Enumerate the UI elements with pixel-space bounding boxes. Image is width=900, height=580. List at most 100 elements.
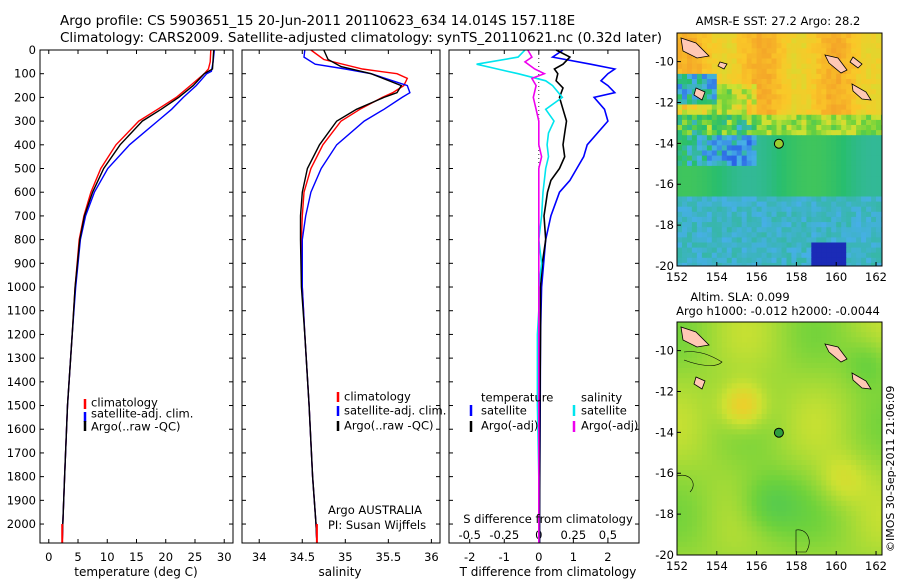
map-cell	[851, 252, 857, 259]
map-cell	[701, 500, 708, 507]
y-tick-label: 600	[14, 185, 36, 199]
map-cell	[716, 332, 723, 338]
map-cell	[781, 140, 788, 146]
map-cell	[751, 43, 758, 49]
map-cell	[796, 352, 802, 359]
map-cell	[731, 63, 738, 70]
map-cell	[796, 252, 802, 259]
map-cell	[776, 332, 783, 338]
map-cell	[856, 541, 862, 548]
map-cell	[846, 408, 852, 415]
map-cell	[856, 33, 862, 39]
map-cell	[776, 378, 783, 384]
map-cell	[741, 257, 748, 264]
map-cell	[731, 160, 738, 167]
map-cell	[761, 257, 768, 264]
map-cell	[851, 500, 857, 507]
map-cell	[731, 490, 738, 497]
map-cell	[756, 352, 763, 359]
map-cell	[806, 337, 812, 343]
map-cell	[677, 439, 683, 446]
map-cell	[701, 227, 708, 233]
map-cell	[856, 460, 862, 466]
map-cell	[831, 454, 837, 461]
map-cell	[776, 38, 783, 44]
map-cell	[841, 119, 847, 126]
map-cell	[816, 557, 822, 563]
map-cell	[691, 500, 698, 507]
map-cell	[786, 196, 793, 203]
map-cell	[761, 145, 768, 152]
map-cell	[721, 160, 728, 167]
map-cell	[871, 145, 877, 152]
map-cell	[771, 150, 778, 157]
map-cell	[761, 531, 768, 538]
map-cell	[836, 227, 842, 233]
map-cell	[761, 211, 768, 218]
map-cell	[682, 546, 688, 553]
map-cell	[721, 398, 728, 405]
map-cell	[856, 135, 862, 141]
map-cell	[711, 68, 718, 75]
map-cell	[691, 237, 698, 244]
map-cell	[776, 342, 783, 349]
map-cell	[856, 357, 862, 364]
map-cell	[831, 79, 837, 85]
map-cell	[726, 237, 733, 244]
map-cell	[677, 424, 683, 430]
map-cell	[801, 145, 807, 152]
map-cell	[766, 393, 773, 400]
map-cell	[836, 104, 842, 111]
map-cell	[856, 160, 862, 167]
map-cell	[806, 38, 812, 44]
map-cell	[866, 465, 872, 471]
map-cell	[696, 414, 703, 420]
map-cell	[801, 48, 807, 54]
map-cell	[856, 347, 862, 354]
map-cell	[836, 475, 842, 481]
map-cell	[866, 181, 872, 187]
map-cell	[756, 403, 763, 410]
map-cell	[811, 94, 817, 100]
map-cell	[846, 135, 852, 141]
map-cell	[687, 352, 693, 359]
map-cell	[746, 99, 753, 106]
map-cell	[677, 485, 683, 492]
map-cell	[736, 541, 743, 548]
map-cell	[871, 475, 877, 481]
map-cell	[726, 403, 733, 410]
map-cell	[786, 408, 793, 415]
map-cell	[876, 114, 882, 121]
map-cell	[821, 490, 827, 497]
map-cell	[706, 398, 713, 405]
map-cell	[741, 155, 748, 162]
map-cell	[741, 500, 748, 507]
map-cell	[816, 94, 822, 100]
map-cell	[741, 408, 748, 415]
map-cell	[826, 216, 832, 223]
map-cell	[771, 247, 778, 254]
map-cell	[711, 119, 718, 126]
map-cell	[776, 373, 783, 379]
map-cell	[741, 114, 748, 121]
map-cell	[846, 119, 852, 126]
map-cell	[691, 322, 698, 328]
map-cell	[856, 531, 862, 538]
map-cell	[831, 171, 837, 177]
map-cell	[731, 145, 738, 152]
map-cell	[786, 347, 793, 354]
map-cell	[796, 516, 802, 522]
map-cell	[706, 383, 713, 389]
map-cell	[831, 388, 837, 395]
map-cell	[836, 43, 842, 49]
map-cell	[871, 252, 877, 259]
map-cell	[677, 216, 683, 223]
map-cell	[866, 526, 872, 533]
map-cell	[776, 327, 783, 333]
map-cell	[736, 419, 743, 425]
map-cell	[781, 439, 788, 446]
map-cell	[721, 257, 728, 264]
map-cell	[682, 505, 688, 512]
map-cell	[846, 398, 852, 405]
map-cell	[801, 186, 807, 192]
